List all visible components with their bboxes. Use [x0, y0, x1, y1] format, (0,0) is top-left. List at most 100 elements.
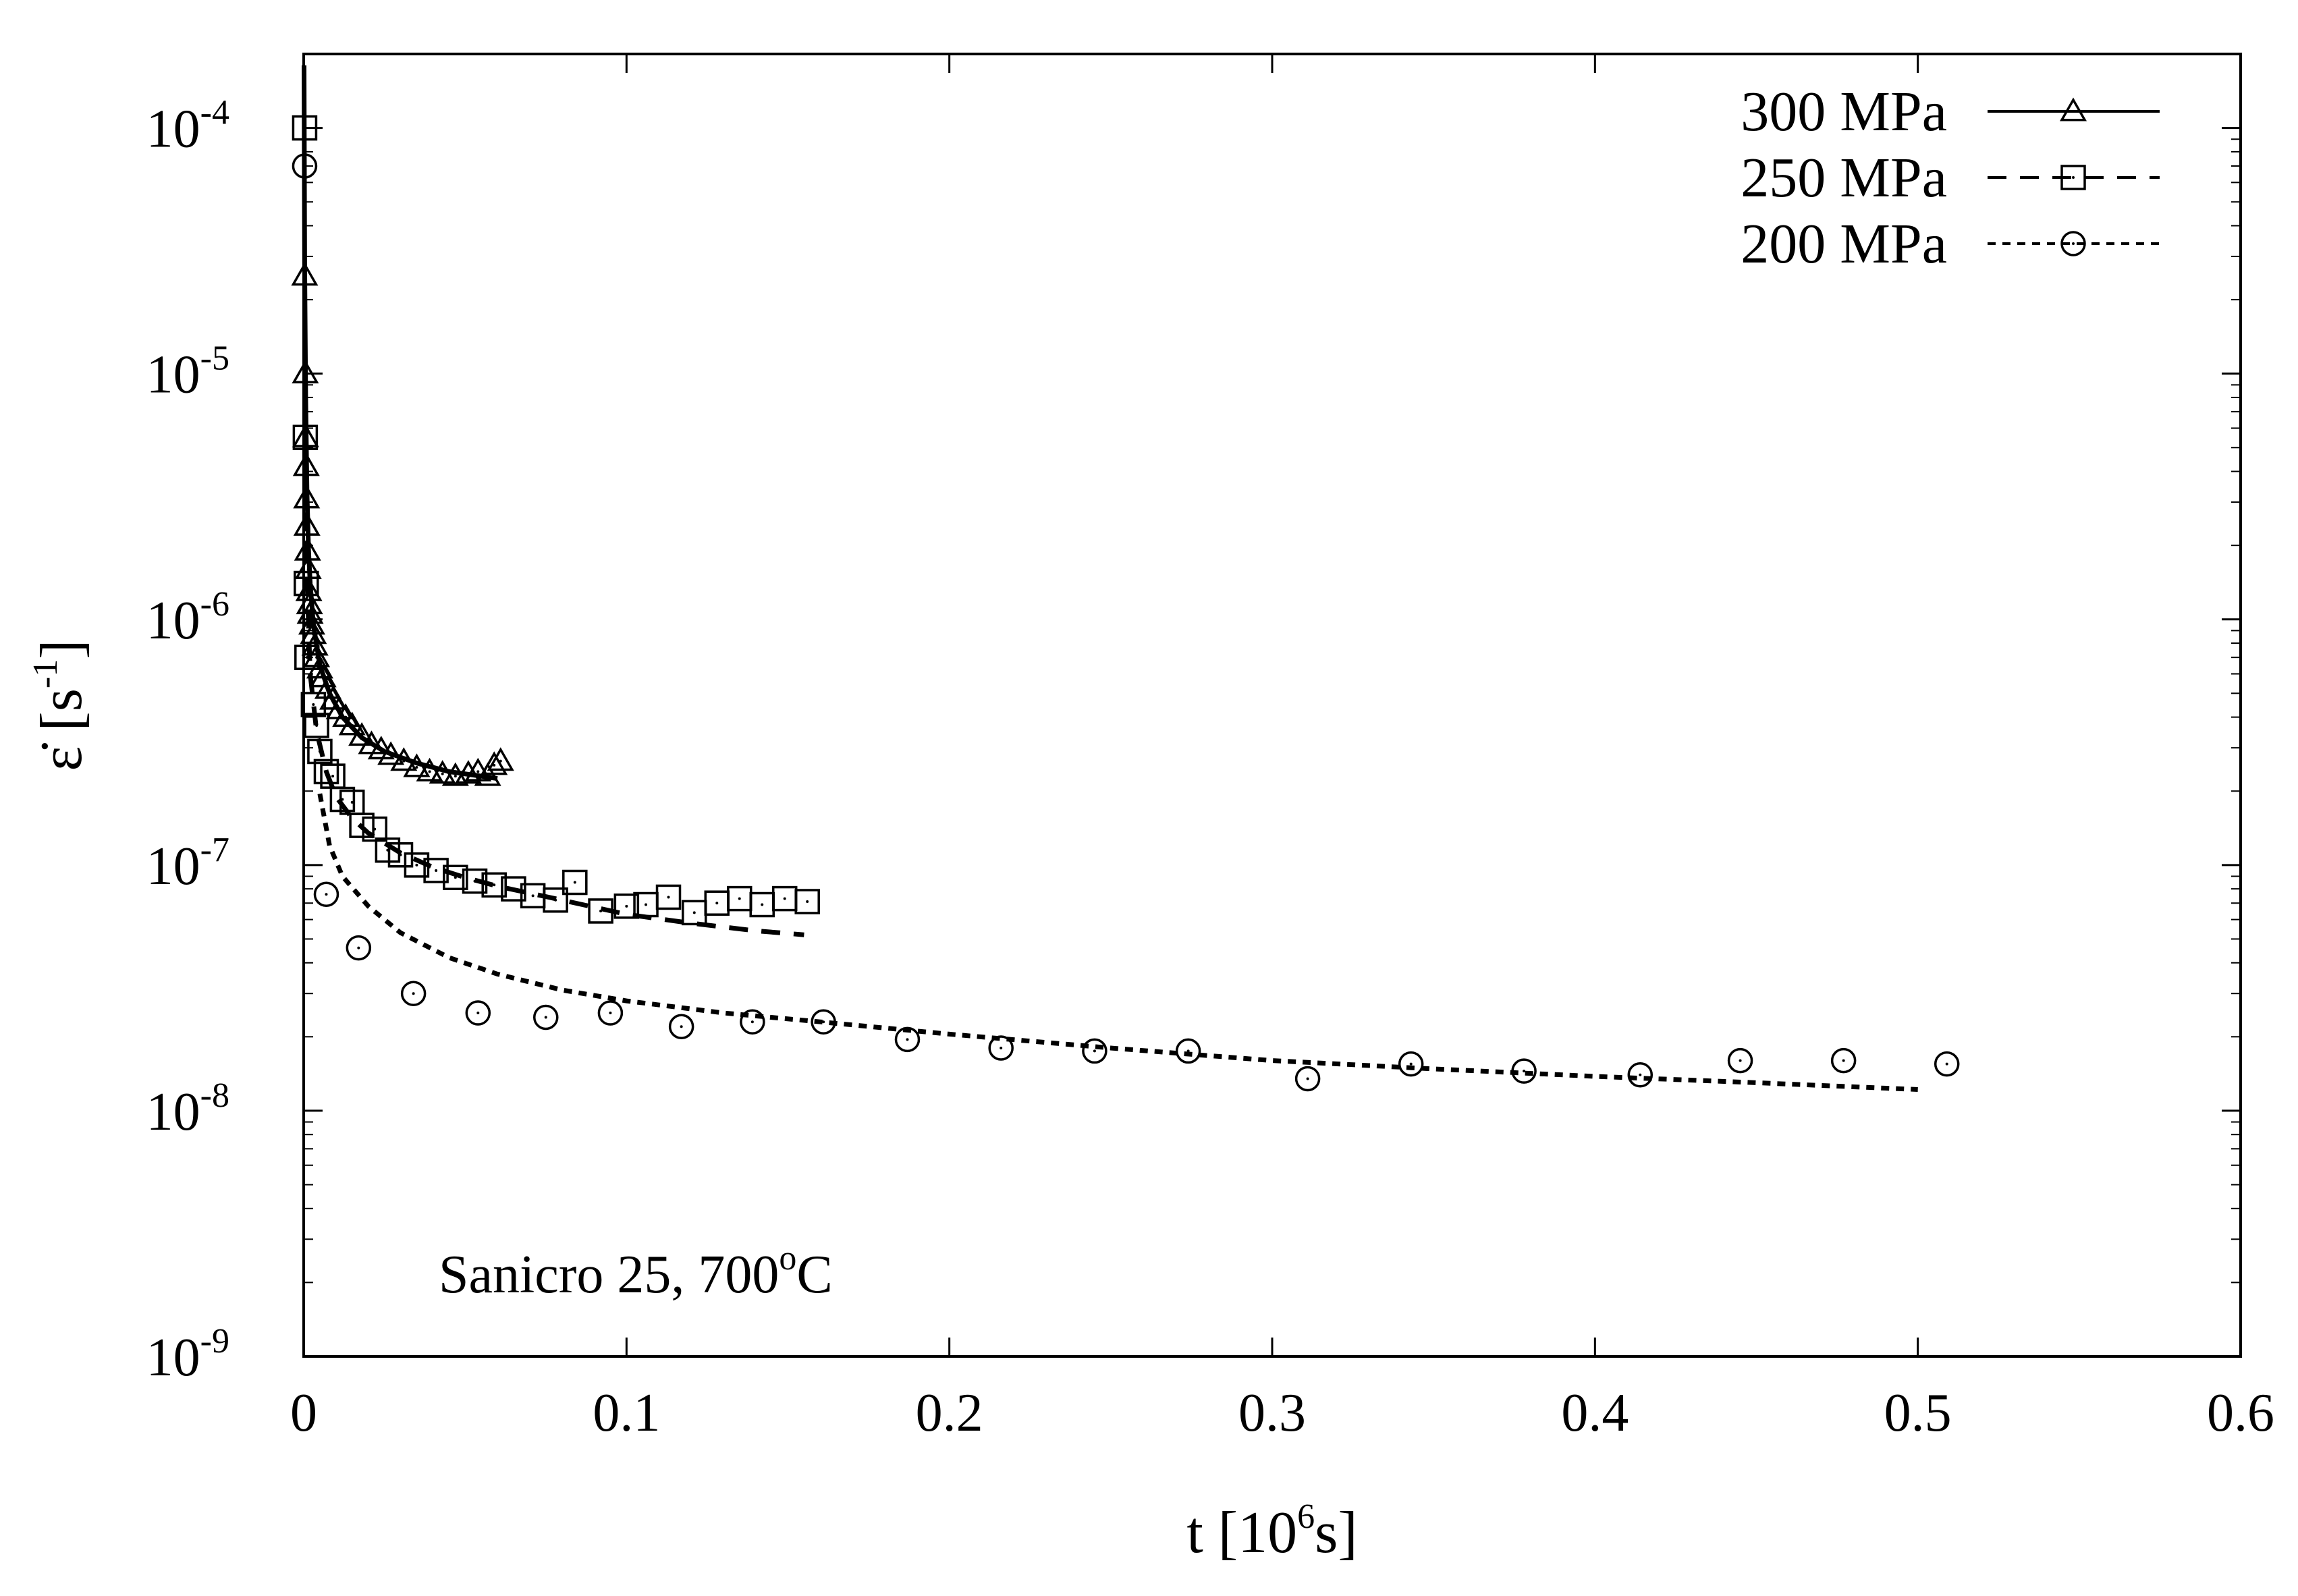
- point-250-mpa: [655, 884, 682, 910]
- point-250-mpa: [501, 876, 526, 902]
- point-200-mpa: [894, 1026, 921, 1053]
- point-300-mpa: [303, 643, 331, 667]
- point-300-mpa: [454, 760, 482, 784]
- point-200-mpa-dot: [412, 992, 415, 995]
- material-annotation: Sanicro 25, 700oC: [439, 1239, 833, 1304]
- point-300-mpa: [487, 747, 514, 771]
- x-tick-label: 0.1: [593, 1383, 660, 1443]
- point-300-mpa: [338, 711, 366, 736]
- point-300-mpa: [292, 452, 320, 476]
- tick-marks: [302, 53, 2242, 1358]
- point-200-mpa-dot: [1306, 1077, 1309, 1080]
- y-tick-label: 10-8: [146, 1076, 229, 1142]
- point-250-mpa: [292, 424, 319, 450]
- point-300-mpa-dot: [306, 549, 309, 553]
- legend-marker-200-mpa: [2060, 231, 2086, 256]
- point-300-mpa-dot: [360, 734, 364, 738]
- legend-label-200-mpa: 200 MPa: [1741, 213, 1947, 275]
- x-tick-label: 0.6: [2207, 1383, 2274, 1443]
- point-200-mpa-dot: [822, 1020, 825, 1024]
- point-200-mpa: [400, 981, 427, 1006]
- point-250-mpa-dot: [715, 902, 719, 905]
- point-200-mpa: [988, 1035, 1014, 1061]
- point-300-mpa-dot: [331, 698, 335, 702]
- point-200-mpa-dot: [750, 1020, 754, 1024]
- point-300-mpa: [416, 757, 443, 781]
- point-200-mpa-dot: [357, 946, 360, 950]
- point-250-mpa: [307, 738, 333, 765]
- point-300-mpa: [348, 722, 376, 746]
- point-250-mpa: [362, 816, 387, 842]
- point-250-mpa-dot: [806, 900, 809, 903]
- point-250-mpa-dot: [415, 863, 418, 866]
- point-300-mpa-dot: [428, 770, 431, 773]
- point-200-mpa-dot: [1523, 1070, 1526, 1073]
- point-300-mpa-dot: [402, 759, 406, 763]
- point-300-mpa: [298, 611, 325, 635]
- point-300-mpa: [481, 751, 508, 775]
- point-200-mpa-dot: [1409, 1062, 1413, 1066]
- x-tick-label: 0.4: [1561, 1383, 1629, 1443]
- point-200-mpa: [1934, 1051, 1960, 1077]
- point-300-mpa: [293, 512, 321, 536]
- point-300-mpa: [293, 485, 321, 509]
- point-300-mpa: [377, 741, 405, 765]
- legend-marker-200-mpa-dot: [2072, 242, 2075, 245]
- point-250-mpa: [294, 570, 319, 597]
- point-250-mpa-dot: [315, 723, 319, 727]
- x-tick-label: 0.2: [916, 1383, 983, 1443]
- point-200-mpa-dot: [609, 1012, 612, 1015]
- point-200-mpa-dot: [544, 1016, 547, 1019]
- point-250-mpa: [313, 759, 339, 785]
- point-250-mpa-dot: [783, 897, 786, 900]
- point-200-mpa-dot: [1945, 1062, 1948, 1066]
- point-300-mpa-dot: [305, 524, 308, 528]
- point-300-mpa: [367, 736, 395, 760]
- point-250-mpa-dot: [531, 894, 535, 898]
- point-250-mpa-dot: [331, 775, 335, 778]
- point-200-mpa-dot: [1186, 1049, 1190, 1053]
- point-200-mpa-dot: [906, 1038, 909, 1041]
- point-250-mpa-dot: [373, 827, 377, 831]
- point-200-mpa-dot: [1093, 1049, 1096, 1053]
- point-300-mpa-dot: [486, 775, 489, 778]
- y-axis-label: ε̇ [s-1]: [26, 639, 94, 771]
- point-250-mpa-dot: [738, 897, 741, 900]
- point-300-mpa-dot: [454, 775, 457, 778]
- point-250-mpa-dot: [454, 876, 457, 879]
- point-250-mpa: [588, 898, 613, 924]
- point-250-mpa: [300, 692, 327, 717]
- legend-label-250-mpa: 250 MPa: [1741, 146, 1947, 209]
- point-300-mpa-dot: [389, 754, 393, 757]
- point-250-mpa: [562, 869, 588, 896]
- point-250-mpa: [613, 893, 640, 919]
- point-250-mpa: [349, 813, 375, 838]
- point-200-mpa: [597, 1000, 624, 1026]
- point-200-mpa-dot: [1639, 1073, 1642, 1076]
- point-300-mpa-dot: [370, 742, 373, 746]
- point-200-mpa: [533, 1004, 559, 1030]
- point-300-mpa-dot: [493, 763, 496, 767]
- point-200-mpa-dot: [325, 893, 328, 896]
- point-250-mpa-dot: [399, 853, 402, 856]
- point-300-mpa-dot: [415, 765, 418, 769]
- point-300-mpa: [301, 632, 329, 656]
- point-250-mpa: [294, 644, 320, 670]
- point-250-mpa-dot: [599, 909, 603, 912]
- point-300-mpa: [403, 753, 431, 777]
- fit-line-200-mpa: [317, 793, 1918, 1092]
- point-300-mpa-dot: [306, 568, 310, 571]
- point-200-mpa: [1294, 1066, 1321, 1092]
- point-250-mpa-dot: [350, 800, 354, 804]
- point-250-mpa-dot: [304, 582, 308, 585]
- y-tick-label: 10-6: [146, 585, 229, 651]
- point-250-mpa-dot: [645, 903, 648, 906]
- axis-tick-labels: 0 0.1 0.2 0.3 0.4 0.5 0.6 10-9 10-8 10-7 10-6 10-5 1…: [146, 94, 2274, 1443]
- point-200-mpa: [1398, 1051, 1424, 1077]
- fit-line-300-mpa: [302, 65, 498, 781]
- point-200-mpa: [1082, 1038, 1107, 1064]
- x-tick-label: 0.3: [1238, 1383, 1306, 1443]
- y-tick-label: 10-9: [146, 1322, 229, 1387]
- point-300-mpa: [306, 655, 333, 679]
